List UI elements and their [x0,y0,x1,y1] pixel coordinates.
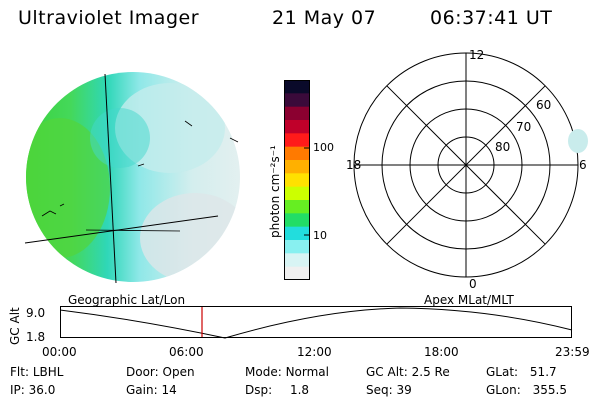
mlt-label-6: 6 [579,158,587,172]
orbit-xtick-0600: 06:00 [169,345,204,359]
colorbar-segment [284,133,310,148]
glat-label: GLat: [486,365,519,379]
colorbar-segment [284,226,310,241]
colorbar-segment [284,146,310,161]
dsp-value: 1.8 [289,383,310,397]
glon-label: GLon: [486,383,521,397]
ip-value: 36.0 [28,383,56,397]
orbit-xtick-1200: 12:00 [297,345,332,359]
colorbar-segment [284,186,310,201]
colorbar-segment [284,200,310,214]
colorbar-tick-100: 100 [313,141,334,154]
status-glon: GLon: 355.5 [486,383,567,397]
colorbar-segment [284,253,310,268]
status-seq: Seq: 39 [366,383,412,397]
orbit-plot [60,306,573,339]
polar-plot: 12 18 6 0 60 70 80 [346,48,588,290]
colorbar-segment [284,240,310,254]
colorbar-segment [284,93,310,108]
uv-image [24,72,240,284]
mlt-diagonal-2 [386,85,546,245]
status-ip: IP: 36.0 [10,383,55,397]
gcalt-value: 2.5 Re [411,365,450,379]
time-label: 06:37:41 UT [430,7,553,29]
seq-label: Seq: [366,383,393,397]
mlt-label-0: 0 [469,277,477,290]
orbit-xtick-1800: 18:00 [424,345,459,359]
door-label: Door: [126,365,159,379]
mode-value: Normal [285,365,329,379]
flt-value: LBHL [32,365,64,379]
orbit-right-title: Apex MLat/MLT [424,293,514,307]
colorbar-segment [284,80,310,94]
dsp-label: Dsp: [245,383,273,397]
glat-value: 51.7 [529,365,557,379]
status-flt: Flt: LBHL [10,365,63,379]
colorbar-segment [284,266,310,280]
status-door: Door: Open [126,365,195,379]
orbit-xtick-0000: 00:00 [42,345,77,359]
colorbar [284,80,310,280]
glon-value: 355.5 [532,383,567,397]
seq-value: 39 [396,383,412,397]
orbit-frame [60,306,572,338]
status-glat: GLat: 51.7 [486,365,557,379]
colorbar-segment [284,173,310,188]
orbit-ytick-bottom: 1.8 [26,330,46,344]
colorbar-segment [284,160,310,174]
uv-disk [26,72,240,282]
orbit-xtick-2359: 23:59 [555,345,590,359]
status-gcalt: GC Alt: 2.5 Re [366,365,450,379]
coast-line [85,229,181,232]
lat-label-70: 70 [516,120,531,134]
colorbar-unit-label: photon cm⁻²s⁻¹ [268,145,282,238]
gain-value: 14 [161,383,177,397]
door-value: Open [162,365,195,379]
status-dsp: Dsp: 1.8 [245,383,309,397]
meridian-line [104,73,117,284]
gain-label: Gain: [126,383,158,397]
orbit-left-title: Geographic Lat/Lon [68,293,186,307]
orbit-ylabel: GC Alt [8,307,22,345]
ip-label: IP: [10,383,25,397]
date-label: 21 May 07 [272,7,377,29]
status-gain: Gain: 14 [126,383,177,397]
colorbar-segment [284,213,310,228]
flt-label: Flt: [10,365,29,379]
lat-label-60: 60 [536,98,551,112]
parallel-line [24,215,219,244]
coastline-fragments [41,120,239,217]
mode-label: Mode: [245,365,282,379]
colorbar-segment [284,106,310,121]
gcalt-label: GC Alt: [366,365,408,379]
colorbar-tick-10: 10 [313,229,327,242]
orbit-altitude-curve [60,307,573,339]
status-mode: Mode: Normal [245,365,329,379]
colorbar-segment [284,120,310,134]
auroral-patch [568,129,588,153]
instrument-title: Ultraviolet Imager [18,7,200,29]
lat-label-80: 80 [495,140,510,154]
mlt-label-18: 18 [346,158,361,172]
mlt-label-12: 12 [469,48,484,62]
orbit-ytick-top: 9.0 [26,306,46,320]
